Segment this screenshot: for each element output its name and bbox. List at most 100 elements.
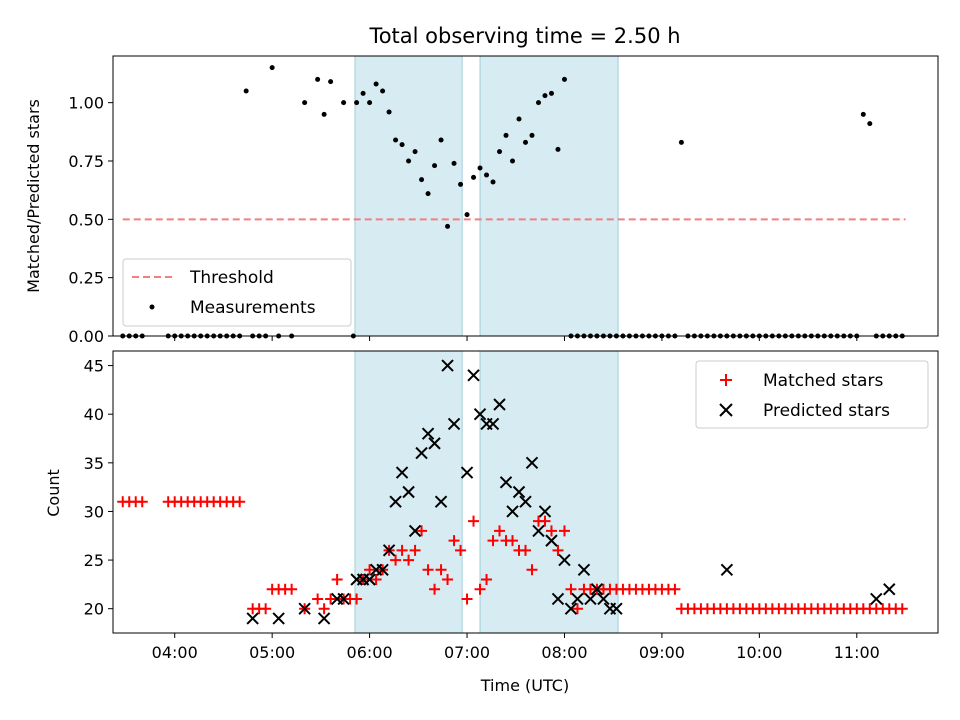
matched-point <box>552 544 564 556</box>
count-legend-box <box>695 360 929 429</box>
matched-point <box>403 554 415 566</box>
measurement-point <box>471 174 477 180</box>
count-x-tick-label: 05:00 <box>249 643 295 662</box>
predicted-point <box>584 592 597 606</box>
measurement-point <box>477 165 483 171</box>
predicted-point <box>525 456 539 470</box>
measurement-point <box>523 139 528 145</box>
count-legend: Matched stars Predicted stars <box>695 360 929 429</box>
measurement-point <box>412 149 418 155</box>
measurement-point <box>535 100 541 106</box>
measurement-point <box>561 76 567 82</box>
matched-point <box>520 544 531 556</box>
matched-point <box>481 574 493 586</box>
matched-legend-swatch <box>720 374 732 386</box>
ratio-legend: Threshold Measurements <box>122 258 352 327</box>
predicted-point <box>415 446 428 460</box>
predicted-point <box>337 592 350 606</box>
predicted-point <box>577 563 591 577</box>
matched-point <box>325 593 337 605</box>
measurement-point <box>302 100 308 106</box>
count-y-tick-label: 45 <box>84 357 104 376</box>
count-y-tick-label: 20 <box>84 600 104 619</box>
predicted-point <box>363 573 376 586</box>
count-y-tick-label: 25 <box>84 551 104 570</box>
predicted-point <box>246 612 259 625</box>
ratio-panel: 0.00 0.25 0.50 0.75 1.00 Total observing tim… <box>24 24 939 346</box>
measurement-point <box>458 181 464 187</box>
matched-point <box>312 593 324 605</box>
count-x-tick-label: 11:00 <box>834 643 880 662</box>
matched-point <box>545 525 557 537</box>
ratio-legend-box <box>122 258 352 327</box>
ratio-y-axis-label: Matched/Predicted stars <box>24 99 43 293</box>
count-panel: 20 25 30 35 40 45 04:00 05:00 06:00 07:00 08:00 09… <box>44 350 939 695</box>
predicted-point <box>486 417 500 431</box>
predicted-point <box>597 592 610 606</box>
measurement-point <box>354 100 360 106</box>
matched-point <box>507 535 519 547</box>
count-y-tick-label: 35 <box>84 454 104 473</box>
measurement-point <box>510 158 516 164</box>
predicted-point <box>395 466 409 479</box>
measurement-point <box>380 88 386 94</box>
predicted-point <box>493 398 506 411</box>
ratio-axes-frame <box>112 55 939 337</box>
matched-point <box>429 583 441 595</box>
predicted-point <box>545 534 558 547</box>
ratio-y-tick-label: 0.50 <box>68 210 104 229</box>
threshold-legend-label: Threshold <box>189 268 274 288</box>
measurement-point <box>548 90 554 96</box>
observing-interval <box>354 55 463 337</box>
count-y-tick-label: 40 <box>84 405 104 424</box>
predicted-point <box>883 583 896 596</box>
observing-intervals <box>354 55 619 337</box>
matched-point <box>669 583 681 595</box>
matched-point <box>370 574 382 586</box>
predicted-point <box>376 563 389 577</box>
matched-point <box>396 544 408 556</box>
predicted-point <box>519 495 532 508</box>
ratio-y-tick-label: 0.75 <box>68 152 104 171</box>
predicted-point <box>408 524 422 538</box>
predicted-point <box>564 602 578 615</box>
measurement-point <box>484 172 490 178</box>
measurement-point <box>321 111 327 117</box>
measurement-point <box>445 223 451 229</box>
measurement-point <box>406 158 412 164</box>
matched-point <box>455 544 467 556</box>
measurement-point <box>451 160 457 166</box>
predicted-point <box>317 612 331 625</box>
count-axes-frame <box>112 350 939 634</box>
observing-intervals <box>354 350 619 634</box>
measurement-point <box>367 100 373 106</box>
predicted-point <box>298 602 311 615</box>
predicted-point <box>447 417 461 431</box>
matched-point <box>364 564 376 576</box>
predicted-point <box>460 466 474 479</box>
measurement-point <box>393 137 399 143</box>
chart-title: Total observing time = 2.50 h <box>368 24 680 48</box>
observing-interval <box>479 55 619 337</box>
matched-point <box>442 574 454 586</box>
count-x-ticks: 04:00 05:00 06:00 07:00 08:00 09:00 10:00 11:00 <box>152 633 880 662</box>
count-x-tick-label: 09:00 <box>639 643 685 662</box>
matched-legend-label: Matched stars <box>763 371 883 391</box>
measurement-point <box>360 90 366 96</box>
predicted-point <box>720 563 734 577</box>
predicted-legend-swatch <box>719 403 733 417</box>
predicted-point <box>382 544 396 557</box>
measurement-point <box>373 81 379 87</box>
observing-interval <box>479 350 619 634</box>
predicted-point <box>434 495 448 508</box>
predicted-point <box>870 592 883 606</box>
ratio-x-ticks <box>174 336 858 341</box>
matched-point <box>416 525 428 537</box>
count-x-tick-label: 04:00 <box>152 643 198 662</box>
count-y-tick-label: 30 <box>84 502 104 521</box>
predicted-point <box>402 485 415 499</box>
predicted-point <box>558 553 571 567</box>
matched-point <box>526 564 538 576</box>
predicted-point <box>512 485 526 499</box>
